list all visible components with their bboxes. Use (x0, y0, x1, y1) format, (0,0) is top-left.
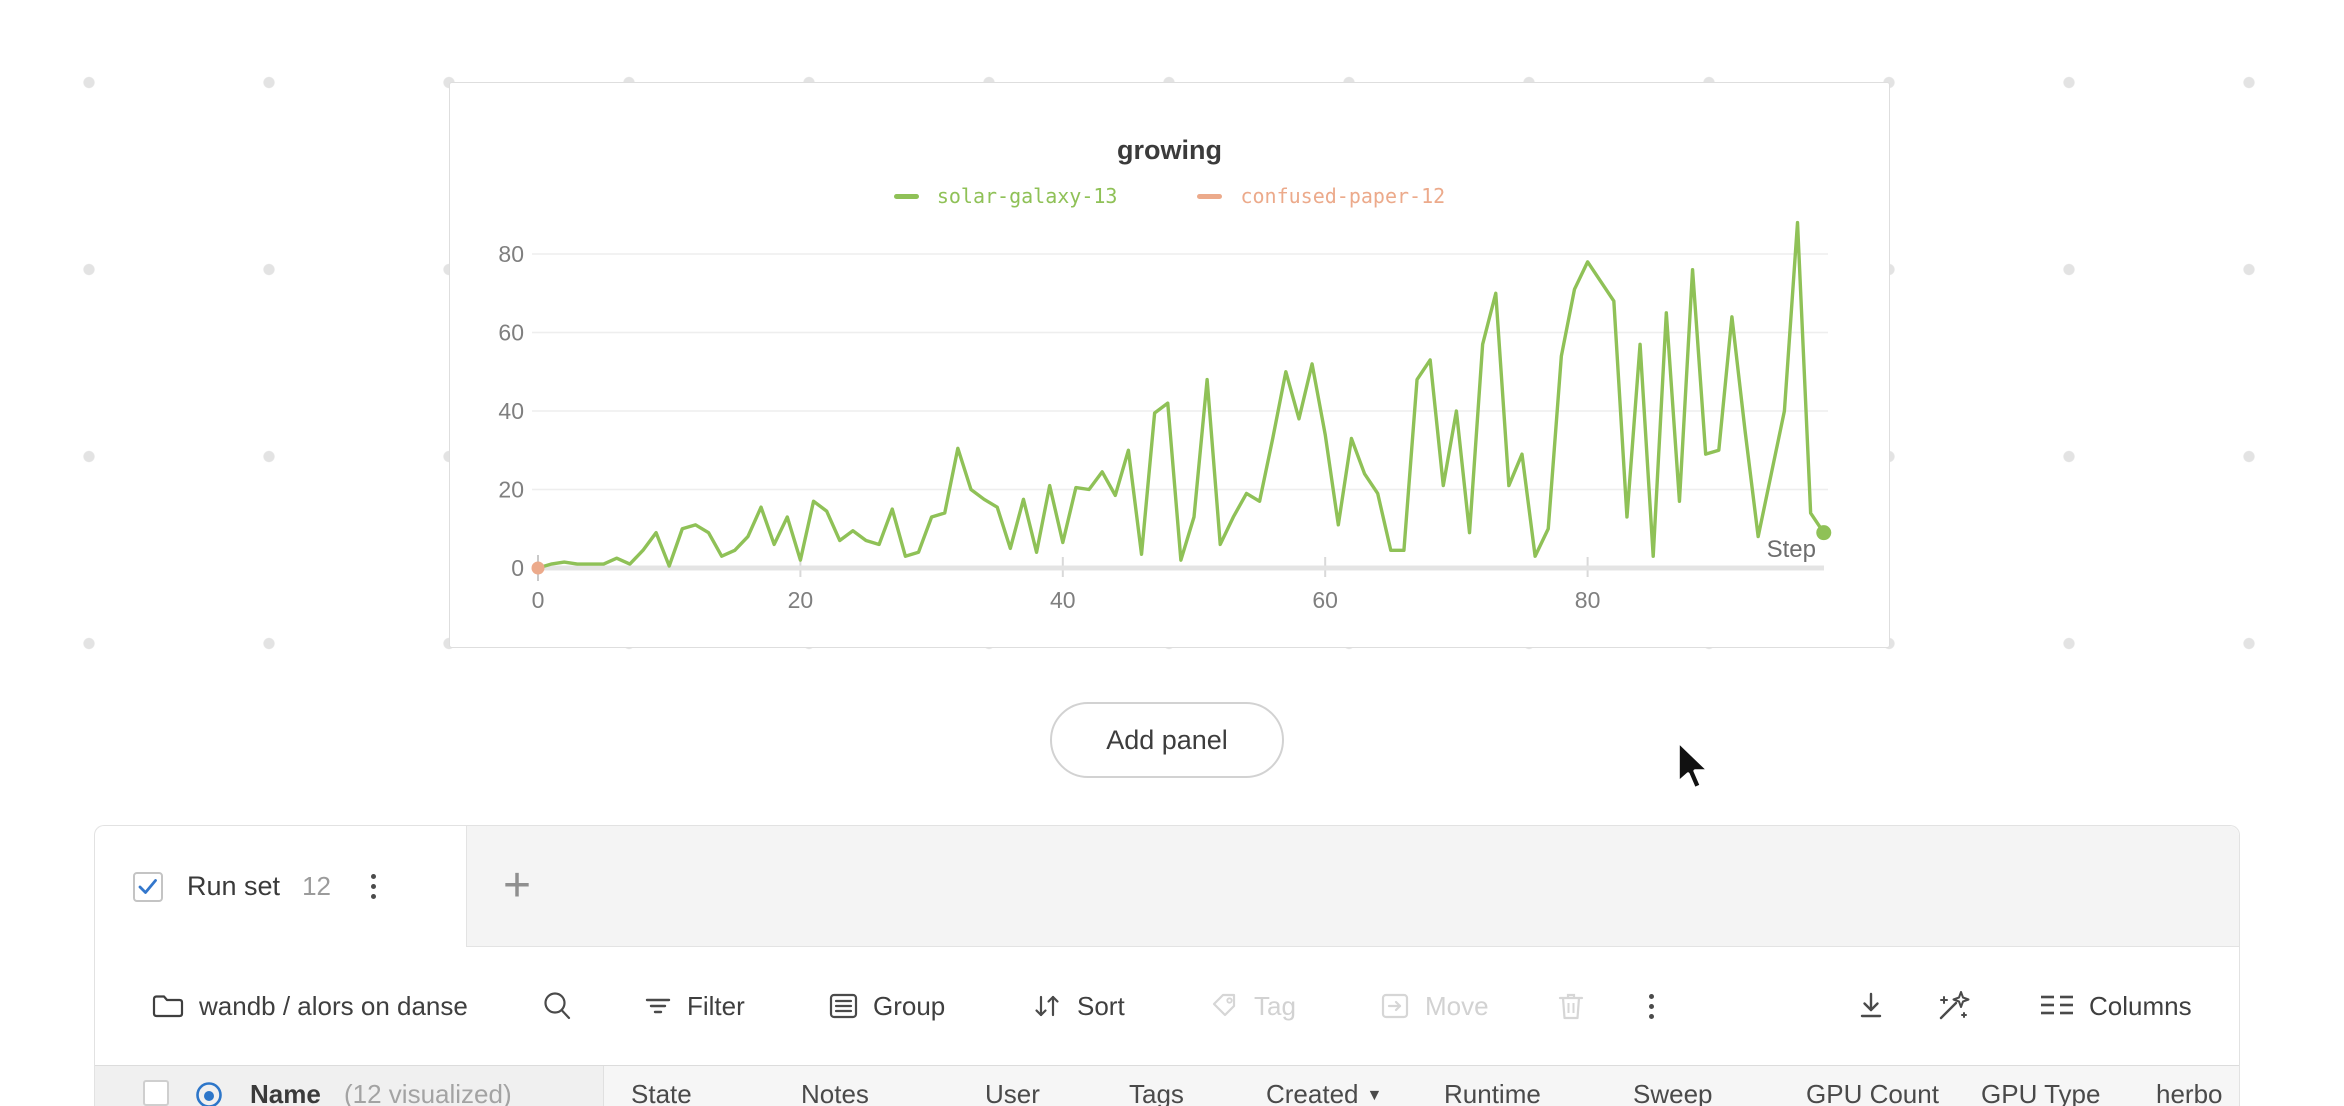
runs-table-header: Name (12 visualized) State Notes User Tags C… (95, 1065, 2239, 1106)
add-runset-tab-button[interactable]: + (502, 858, 532, 912)
name-column-annotation: (12 visualized) (344, 1079, 512, 1106)
columns-label: Columns (2089, 990, 2192, 1021)
trash-icon (1558, 993, 1584, 1020)
runset-section: Run set 12 + wandb / alors on danse (94, 825, 2240, 1106)
legend-item-solar-galaxy-13[interactable]: solar-galaxy-13 (893, 184, 1118, 208)
y-tick-label: 40 (498, 398, 524, 424)
tag-icon (1212, 993, 1236, 1017)
y-tick-label: 80 (498, 241, 524, 267)
more-options-button[interactable] (1643, 947, 1660, 1065)
column-header-user[interactable]: User (985, 1079, 1040, 1106)
column-header-gpu-count[interactable]: GPU Count (1806, 1079, 1939, 1106)
y-tick-label: 0 (511, 555, 524, 581)
chart-panel[interactable]: growing solar-galaxy-13 confused-paper-1… (449, 82, 1890, 648)
delete-button (1557, 947, 1585, 1065)
runset-tabbar: Run set 12 + (95, 826, 2239, 947)
check-icon (138, 878, 157, 894)
x-tick-label: 0 (532, 587, 545, 613)
chart-panel-title: growing (1117, 135, 1222, 165)
add-panel-button[interactable]: Add panel (1050, 702, 1284, 778)
column-header-notes[interactable]: Notes (801, 1079, 869, 1106)
search-icon (544, 992, 571, 1020)
chart-plot[interactable]: 0 20 40 60 80 0 20 40 60 80 Step (450, 83, 1889, 647)
x-tick-label: 20 (788, 587, 814, 613)
column-header-created[interactable]: Created ▼ (1266, 1079, 1383, 1106)
column-header-sweep[interactable]: Sweep (1633, 1079, 1713, 1106)
legend-dash-icon (893, 193, 919, 199)
move-label: Move (1425, 990, 1489, 1021)
column-header-runtime[interactable]: Runtime (1444, 1079, 1541, 1106)
column-header-name[interactable]: Name (250, 1079, 321, 1106)
series-point-confused-paper-12 (531, 561, 545, 575)
mouse-cursor (1676, 739, 1711, 791)
sort-descending-icon: ▼ (1366, 1087, 1383, 1104)
chart-legend: solar-galaxy-13 confused-paper-12 (450, 184, 1889, 208)
x-tick-label: 80 (1575, 587, 1601, 613)
column-header-gpu-type[interactable]: GPU Type (1981, 1079, 2101, 1106)
magic-wand-button[interactable] (1935, 947, 1971, 1065)
group-button[interactable]: Group (828, 947, 945, 1065)
y-tick-label: 60 (498, 320, 524, 346)
y-tick-label: 20 (498, 477, 524, 503)
sort-label: Sort (1077, 990, 1125, 1021)
filter-label: Filter (687, 990, 745, 1021)
legend-dash-icon (1197, 193, 1223, 199)
runset-toolbar: wandb / alors on danse Filter (95, 947, 2239, 1065)
x-axis-title: Step (1767, 536, 1816, 563)
kebab-icon (1643, 988, 1660, 1025)
runs-table-header-pinned: Name (12 visualized) (95, 1066, 604, 1106)
runset-tab[interactable]: Run set 12 (95, 826, 467, 947)
runset-tab-menu-icon[interactable] (365, 868, 382, 905)
filter-icon (645, 998, 671, 1014)
magic-wand-icon (1939, 991, 1970, 1020)
search-button[interactable] (541, 947, 573, 1065)
x-tick-label: 40 (1050, 587, 1076, 613)
project-selector[interactable]: wandb / alors on danse (151, 947, 468, 1065)
download-icon (1860, 992, 1882, 1018)
columns-icon (2041, 995, 2073, 1015)
move-icon (1381, 993, 1409, 1019)
columns-button[interactable]: Columns (2039, 947, 2192, 1065)
folder-icon (152, 995, 184, 1018)
group-label: Group (873, 990, 946, 1021)
filter-button[interactable]: Filter (643, 947, 745, 1065)
legend-item-confused-paper-12[interactable]: confused-paper-12 (1197, 184, 1445, 208)
runset-checkbox[interactable] (133, 871, 163, 902)
legend-label: solar-galaxy-13 (936, 184, 1118, 208)
runset-tab-label: Run set (187, 871, 281, 901)
column-header-tags[interactable]: Tags (1129, 1079, 1184, 1106)
tag-button: Tag (1208, 947, 1296, 1065)
select-all-checkbox[interactable] (143, 1080, 169, 1106)
series-line-solar-galaxy-13 (536, 220, 1826, 570)
legend-label: confused-paper-12 (1240, 184, 1446, 208)
download-button[interactable] (1855, 947, 1887, 1065)
project-name: wandb / alors on danse (199, 990, 468, 1021)
group-icon (829, 993, 858, 1019)
sort-icon (1035, 995, 1059, 1017)
visualized-eye-icon[interactable] (195, 1081, 223, 1106)
column-header-state[interactable]: State (631, 1079, 692, 1106)
x-tick-label: 60 (1312, 587, 1338, 613)
move-button: Move (1379, 947, 1489, 1065)
runset-tab-count: 12 (302, 871, 331, 901)
column-header-herbo[interactable]: herbo (2156, 1079, 2223, 1106)
tag-label: Tag (1254, 990, 1296, 1021)
series-end-marker (1816, 525, 1832, 541)
sort-button[interactable]: Sort (1031, 947, 1125, 1065)
